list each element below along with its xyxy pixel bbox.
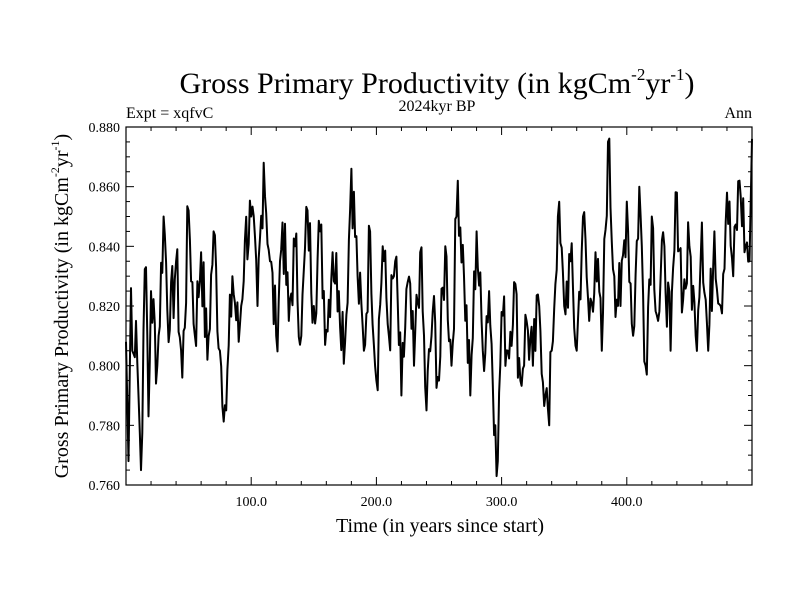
- data-series-line: [125, 137, 753, 478]
- chart-title-end: ): [685, 67, 695, 100]
- axis-ticks: [125, 126, 753, 486]
- x-tick-label: 300.0: [486, 495, 518, 510]
- y-tick-label: 0.840: [89, 240, 121, 255]
- plot-frame: [125, 126, 753, 486]
- y-axis-label-main: Gross Primary Productivity (in kgCm: [51, 177, 73, 479]
- x-tick-label: 200.0: [361, 495, 393, 510]
- x-axis-label: Time (in years since start): [336, 515, 544, 537]
- y-axis-label-sup2: -1: [48, 140, 62, 150]
- y-axis-label: Gross Primary Productivity (in kgCm-2yr-…: [48, 134, 73, 478]
- chart-title-sup2: -1: [670, 65, 684, 84]
- y-tick-label: 0.780: [89, 419, 121, 434]
- chart-subtitle: 2024kyr BP: [399, 98, 476, 115]
- y-tick-label: 0.860: [89, 181, 121, 196]
- chart-title-mid: yr: [645, 67, 670, 100]
- y-tick-label: 0.800: [89, 360, 121, 375]
- experiment-label: Expt = xqfvC: [126, 105, 213, 122]
- y-tick-label: 0.820: [89, 300, 121, 315]
- x-tick-label: 100.0: [235, 495, 267, 510]
- season-label: Ann: [724, 105, 752, 122]
- y-axis-label-mid: yr: [51, 150, 73, 167]
- chart-title: Gross Primary Productivity (in kgCm-2yr-…: [180, 65, 695, 100]
- axis-tick-labels: 0.760 0.780 0.800 0.820 0.840 0.860 0.880 100.0…: [89, 121, 643, 510]
- y-tick-label: 0.760: [89, 479, 121, 494]
- y-tick-label: 0.880: [89, 121, 121, 136]
- y-axis-label-sup1: -2: [48, 167, 62, 177]
- y-axis-label-end: ): [51, 134, 73, 141]
- x-tick-label: 400.0: [611, 495, 643, 510]
- chart-title-main: Gross Primary Productivity (in kgCm: [180, 67, 632, 100]
- chart-title-sup1: -2: [631, 65, 645, 84]
